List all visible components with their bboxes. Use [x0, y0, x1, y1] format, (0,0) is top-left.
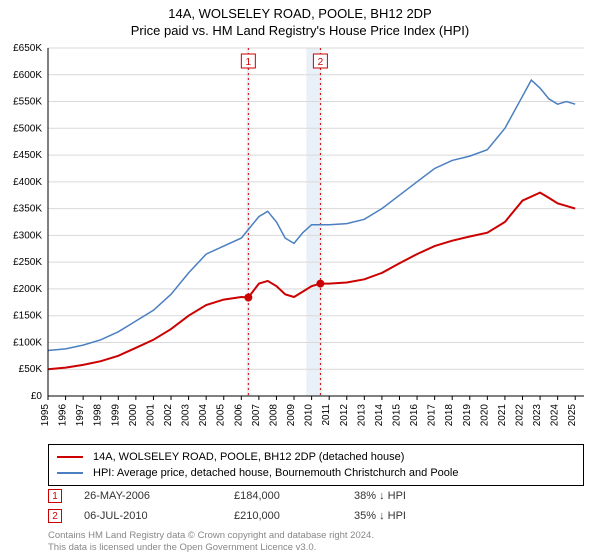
svg-text:1999: 1999: [110, 404, 121, 427]
svg-text:2016: 2016: [409, 404, 420, 427]
footer-line: Contains HM Land Registry data © Crown c…: [48, 530, 584, 542]
svg-text:£450K: £450K: [13, 150, 42, 161]
footer-attribution: Contains HM Land Registry data © Crown c…: [48, 530, 584, 555]
legend-swatch: [57, 472, 83, 474]
svg-text:1997: 1997: [75, 404, 86, 427]
svg-text:2010: 2010: [304, 404, 315, 427]
svg-text:2005: 2005: [216, 404, 227, 427]
svg-text:£50K: £50K: [19, 364, 43, 375]
svg-text:£0: £0: [31, 391, 43, 402]
svg-text:£650K: £650K: [13, 43, 42, 54]
svg-text:£100K: £100K: [13, 337, 42, 348]
svg-text:2022: 2022: [514, 404, 525, 427]
sale-diff: 35% ↓ HPI: [354, 510, 474, 522]
svg-text:2013: 2013: [356, 404, 367, 427]
svg-text:2023: 2023: [532, 404, 543, 427]
svg-text:2009: 2009: [286, 404, 297, 427]
svg-text:2019: 2019: [462, 404, 473, 427]
legend-label: 14A, WOLSELEY ROAD, POOLE, BH12 2DP (det…: [93, 451, 404, 463]
svg-text:2011: 2011: [321, 404, 332, 426]
svg-text:£350K: £350K: [13, 204, 42, 215]
svg-text:£200K: £200K: [13, 284, 42, 295]
svg-text:2017: 2017: [427, 404, 438, 427]
sale-price: £184,000: [234, 490, 354, 502]
chart-header: 14A, WOLSELEY ROAD, POOLE, BH12 2DP Pric…: [0, 0, 600, 38]
svg-text:2004: 2004: [198, 404, 209, 427]
address-title: 14A, WOLSELEY ROAD, POOLE, BH12 2DP: [0, 6, 600, 21]
svg-text:£300K: £300K: [13, 230, 42, 241]
sale-records: 1 26-MAY-2006 £184,000 38% ↓ HPI 2 06-JU…: [48, 486, 584, 526]
sale-row: 1 26-MAY-2006 £184,000 38% ↓ HPI: [48, 486, 584, 506]
svg-text:2007: 2007: [251, 404, 262, 427]
svg-text:£550K: £550K: [13, 97, 42, 108]
legend-item-hpi: HPI: Average price, detached house, Bour…: [57, 465, 575, 481]
svg-text:£150K: £150K: [13, 311, 42, 322]
sale-badge: 1: [48, 489, 62, 503]
sale-diff: 38% ↓ HPI: [354, 490, 474, 502]
sale-date: 26-MAY-2006: [84, 490, 234, 502]
legend-swatch: [57, 456, 83, 458]
svg-text:2014: 2014: [374, 404, 385, 427]
svg-text:2020: 2020: [479, 404, 490, 427]
svg-text:2001: 2001: [145, 404, 156, 427]
svg-text:£500K: £500K: [13, 123, 42, 134]
svg-text:2006: 2006: [233, 404, 244, 427]
price-chart: £0£50K£100K£150K£200K£250K£300K£350K£400…: [48, 48, 584, 418]
legend-label: HPI: Average price, detached house, Bour…: [93, 467, 458, 479]
svg-text:£600K: £600K: [13, 70, 42, 81]
legend: 14A, WOLSELEY ROAD, POOLE, BH12 2DP (det…: [48, 444, 584, 486]
sale-price: £210,000: [234, 510, 354, 522]
svg-text:2021: 2021: [497, 404, 508, 427]
svg-text:2024: 2024: [550, 404, 561, 427]
svg-text:2025: 2025: [567, 404, 578, 427]
svg-text:2000: 2000: [128, 404, 139, 427]
svg-text:2012: 2012: [339, 404, 350, 427]
chart-svg: £0£50K£100K£150K£200K£250K£300K£350K£400…: [48, 48, 584, 418]
sale-date: 06-JUL-2010: [84, 510, 234, 522]
legend-item-price-paid: 14A, WOLSELEY ROAD, POOLE, BH12 2DP (det…: [57, 449, 575, 465]
svg-text:£250K: £250K: [13, 257, 42, 268]
sale-badge: 2: [48, 509, 62, 523]
svg-text:1: 1: [246, 57, 252, 68]
svg-text:2015: 2015: [391, 404, 402, 427]
svg-text:2003: 2003: [181, 404, 192, 427]
svg-text:2: 2: [318, 57, 324, 68]
svg-text:1996: 1996: [58, 404, 69, 427]
svg-text:1995: 1995: [40, 404, 51, 427]
svg-text:2002: 2002: [163, 404, 174, 427]
footer-line: This data is licensed under the Open Gov…: [48, 542, 584, 554]
svg-text:1998: 1998: [93, 404, 104, 427]
chart-subtitle: Price paid vs. HM Land Registry's House …: [0, 23, 600, 38]
svg-text:2008: 2008: [268, 404, 279, 427]
svg-text:2018: 2018: [444, 404, 455, 427]
svg-text:£400K: £400K: [13, 177, 42, 188]
sale-row: 2 06-JUL-2010 £210,000 35% ↓ HPI: [48, 506, 584, 526]
